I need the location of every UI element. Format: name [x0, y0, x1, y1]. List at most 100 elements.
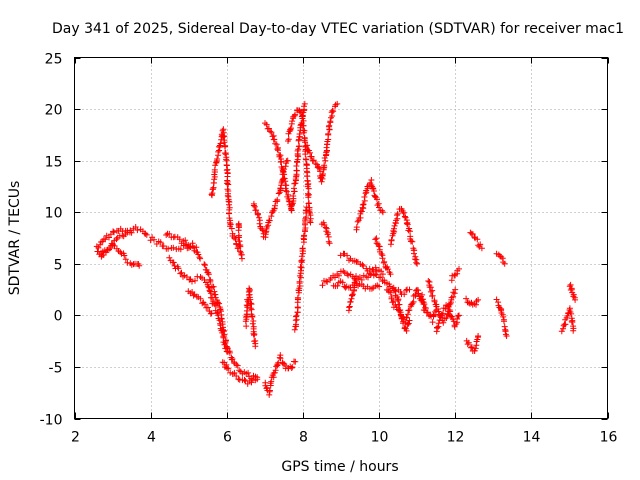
data-point: [568, 310, 575, 317]
data-point: [121, 252, 128, 259]
data-point: [297, 108, 303, 115]
data-point: [503, 333, 510, 339]
data-point: [166, 230, 173, 237]
data-point: [456, 265, 462, 272]
data-point: [467, 344, 474, 351]
data-point: [160, 243, 167, 249]
data-point: [228, 225, 235, 232]
data-point: [293, 163, 300, 169]
x-axis-label: GPS time / hours: [281, 459, 398, 475]
data-point: [189, 240, 196, 247]
data-point: [405, 320, 412, 327]
data-point: [477, 241, 484, 248]
data-point: [289, 118, 296, 125]
data-point: [372, 264, 379, 271]
data-point: [157, 239, 164, 246]
data-point: [102, 236, 109, 243]
data-point: [394, 210, 401, 217]
data-point: [288, 206, 295, 213]
data-point: [478, 245, 485, 252]
data-point: [111, 229, 117, 236]
data-point: [434, 325, 441, 332]
data-point: [387, 271, 394, 278]
data-point: [368, 285, 375, 292]
data-point: [267, 128, 274, 135]
data-point: [406, 286, 413, 293]
data-point: [266, 387, 273, 394]
data-point: [322, 157, 329, 164]
data-point: [406, 225, 413, 232]
data-point: [346, 304, 353, 311]
data-point: [422, 305, 429, 312]
data-point: [279, 360, 286, 367]
data-point: [298, 109, 305, 116]
data-point: [569, 319, 576, 326]
data-point: [326, 240, 333, 247]
data-point: [299, 245, 306, 252]
data-point: [250, 202, 257, 209]
data-point: [349, 291, 356, 298]
data-point: [318, 178, 325, 185]
data-point: [243, 314, 249, 321]
data-point: [379, 209, 386, 216]
data-point: [325, 131, 332, 138]
data-point: [335, 272, 342, 279]
data-point: [409, 300, 416, 307]
data-point: [391, 287, 398, 294]
data-point: [409, 238, 416, 245]
data-point: [307, 219, 314, 226]
data-point: [308, 153, 315, 160]
data-point: [274, 146, 281, 153]
data-point: [178, 269, 185, 276]
data-point: [298, 253, 305, 260]
data-point: [406, 317, 413, 324]
data-point: [235, 227, 242, 234]
data-point: [251, 203, 258, 210]
data-point: [235, 376, 242, 383]
data-point: [132, 224, 139, 230]
data-point: [444, 311, 451, 318]
data-point: [233, 361, 240, 368]
data-point: [292, 358, 299, 365]
data-point: [369, 266, 376, 273]
data-point: [220, 134, 227, 140]
data-point: [319, 282, 326, 289]
data-point: [464, 341, 471, 348]
data-point: [136, 262, 143, 269]
data-point: [344, 252, 351, 259]
data-point: [394, 212, 400, 219]
x-tick-label: 8: [299, 430, 308, 446]
data-point: [401, 213, 408, 220]
data-point: [199, 300, 206, 307]
data-point: [285, 136, 292, 143]
data-point: [177, 270, 184, 277]
data-point: [254, 211, 261, 218]
data-point: [97, 241, 104, 248]
data-point: [358, 208, 365, 215]
data-point: [277, 152, 284, 159]
data-point: [376, 204, 382, 211]
data-point: [190, 292, 197, 299]
data-point: [202, 262, 208, 269]
data-point: [292, 111, 299, 118]
data-point: [278, 158, 285, 165]
data-point: [330, 108, 337, 115]
data-point: [429, 287, 436, 294]
data-point: [475, 296, 482, 303]
data-point: [354, 218, 361, 225]
data-point: [226, 201, 232, 208]
data-point: [396, 301, 403, 308]
data-point: [305, 200, 312, 207]
data-point: [221, 139, 227, 146]
data-point: [391, 225, 397, 232]
data-point: [205, 271, 212, 278]
data-point: [214, 299, 221, 306]
y-tick-label: 0: [54, 309, 63, 325]
data-point: [347, 299, 354, 306]
data-point: [306, 208, 313, 215]
y-tick-label: -5: [49, 361, 63, 377]
data-point: [381, 258, 388, 265]
data-point: [374, 196, 380, 203]
data-point: [379, 271, 386, 278]
